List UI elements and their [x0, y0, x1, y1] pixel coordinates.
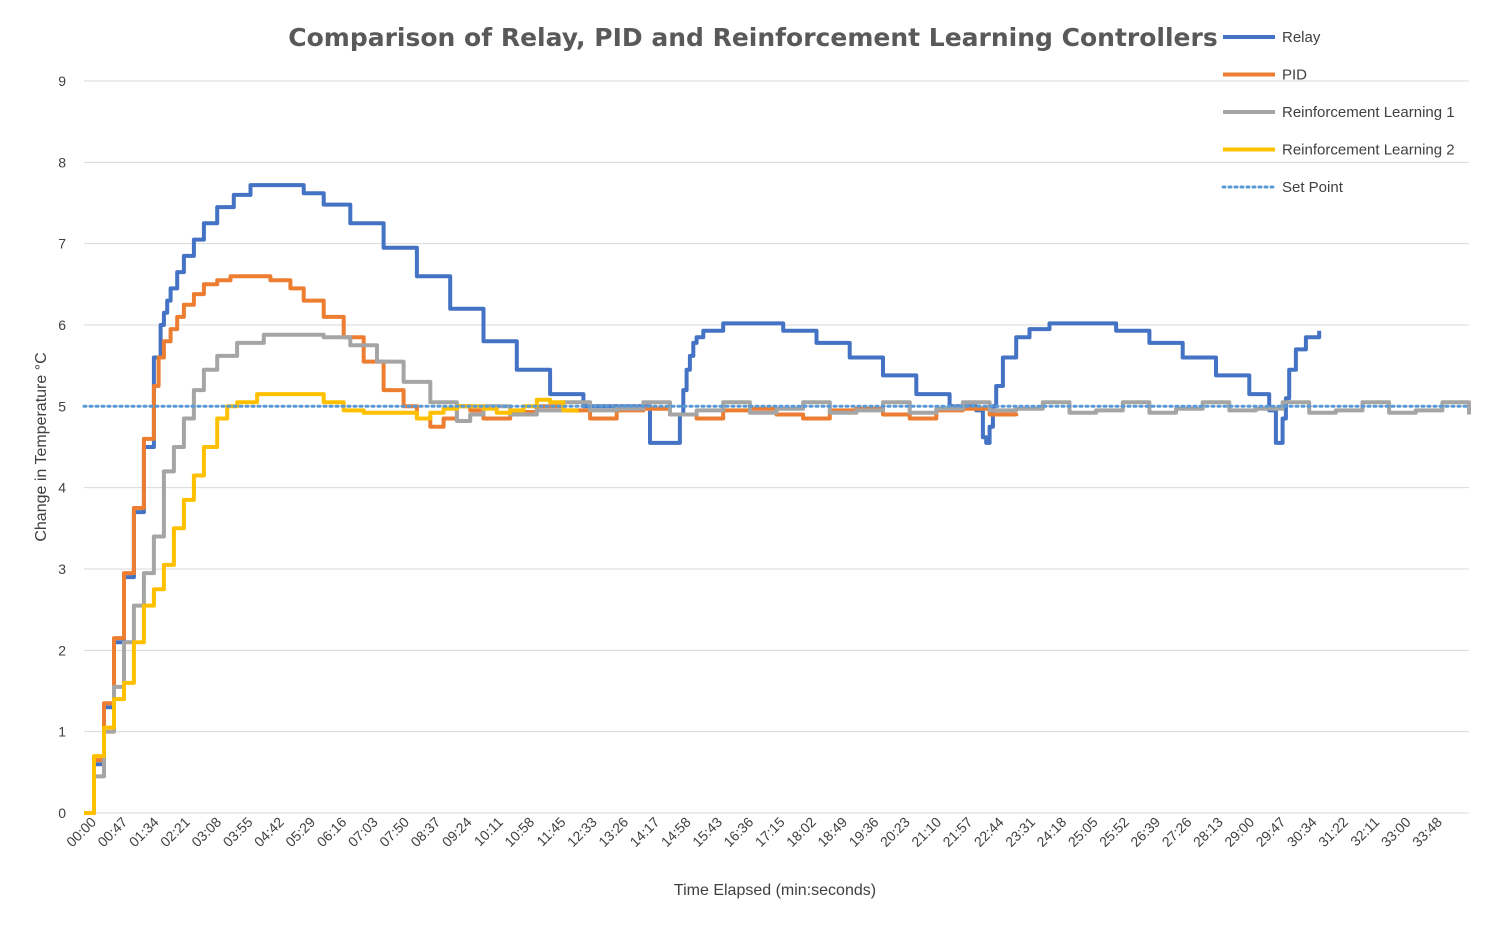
x-tick-label: 15:43 [689, 814, 725, 850]
x-tick-label: 26:39 [1127, 814, 1163, 850]
legend-label-1: PID [1282, 67, 1307, 84]
y-axis-ticks: 0 1 2 3 4 5 6 7 8 9 [58, 73, 66, 821]
x-tick-label: 07:03 [345, 814, 381, 850]
x-tick-label: 16:36 [720, 814, 756, 850]
x-tick-label: 18:02 [783, 814, 819, 850]
x-tick-label: 29:47 [1252, 814, 1288, 850]
series-line-0 [84, 183, 1322, 815]
y-tick-label: 2 [58, 642, 66, 658]
x-tick-label: 31:22 [1315, 814, 1351, 850]
x-tick-label: 29:00 [1221, 814, 1257, 850]
legend-label-4: Set Point [1282, 179, 1344, 196]
x-tick-label: 27:26 [1159, 814, 1195, 850]
x-tick-label: 10:11 [471, 814, 507, 850]
x-tick-label: 25:05 [1065, 814, 1101, 850]
x-tick-label: 23:31 [1002, 814, 1038, 850]
x-tick-label: 18:49 [814, 814, 850, 850]
x-tick-label: 24:18 [1033, 814, 1069, 850]
legend-label-0: Relay [1282, 29, 1321, 46]
x-tick-label: 14:17 [626, 814, 662, 850]
x-tick-label: 00:00 [63, 814, 99, 850]
x-tick-label: 28:13 [1190, 814, 1226, 850]
y-tick-label: 6 [58, 317, 66, 333]
x-tick-label: 00:47 [94, 814, 130, 850]
x-tick-label: 03:08 [188, 814, 224, 850]
legend: Relay PID Reinforcement Learning 1 Reinforc… [1221, 29, 1455, 196]
y-tick-label: 8 [58, 154, 66, 170]
series-layer [82, 183, 1471, 815]
x-tick-label: 06:16 [313, 814, 349, 850]
x-tick-label: 10:58 [501, 814, 537, 850]
x-tick-label: 13:26 [595, 814, 631, 850]
x-tick-label: 19:36 [846, 814, 882, 850]
y-tick-label: 4 [58, 480, 66, 496]
y-tick-label: 7 [58, 236, 66, 252]
legend-label-3: Reinforcement Learning 2 [1282, 142, 1455, 159]
x-tick-label: 07:50 [376, 814, 412, 850]
y-tick-label: 0 [58, 805, 66, 821]
chart-title: Comparison of Relay, PID and Reinforceme… [288, 23, 1217, 52]
y-axis-label: Change in Temperature °C [33, 352, 50, 541]
x-tick-label: 03:55 [220, 814, 256, 850]
x-tick-label: 22:44 [971, 814, 1007, 850]
y-tick-label: 3 [58, 561, 66, 577]
x-tick-label: 08:37 [407, 814, 443, 850]
x-tick-label: 17:15 [752, 814, 788, 850]
x-tick-label: 14:58 [658, 814, 694, 850]
x-tick-label: 33:00 [1378, 814, 1414, 850]
x-axis-label: Time Elapsed (min:seconds) [674, 882, 876, 899]
series-line-2 [84, 332, 1471, 815]
x-tick-label: 05:29 [282, 814, 318, 850]
y-tick-label: 5 [58, 398, 66, 414]
x-tick-label: 12:33 [564, 814, 600, 850]
x-tick-label: 01:34 [126, 814, 162, 850]
x-tick-label: 30:34 [1284, 814, 1320, 850]
x-tick-label: 09:24 [439, 814, 475, 850]
x-tick-label: 33:48 [1409, 814, 1445, 850]
x-tick-label: 25:52 [1096, 814, 1132, 850]
x-tick-label: 11:45 [533, 814, 569, 850]
series-line-3 [84, 392, 579, 815]
x-tick-label: 21:57 [939, 814, 975, 850]
legend-label-2: Reinforcement Learning 1 [1282, 104, 1455, 121]
y-tick-label: 9 [58, 73, 66, 89]
x-axis-ticks: 00:0000:4701:3402:2103:0803:5504:4205:29… [63, 814, 1445, 850]
grid-layer [84, 80, 1469, 814]
x-tick-label: 04:42 [251, 814, 287, 850]
x-tick-label: 20:23 [877, 814, 913, 850]
x-tick-label: 02:21 [157, 814, 193, 850]
y-tick-label: 1 [58, 724, 66, 740]
x-tick-label: 21:10 [908, 814, 944, 850]
x-tick-label: 32:11 [1347, 814, 1383, 850]
